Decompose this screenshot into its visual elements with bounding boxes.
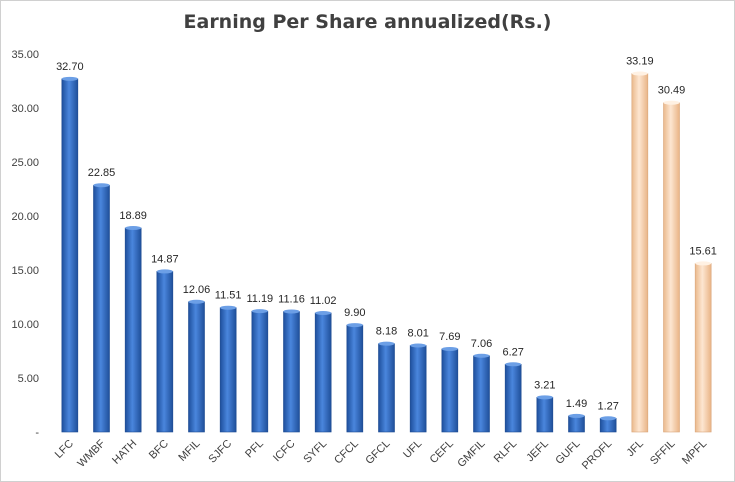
data-label: 8.01 [407, 327, 428, 339]
bar-cap [188, 299, 205, 304]
x-tick-label: BFC [147, 438, 171, 462]
x-tick-label: HATH [110, 438, 139, 467]
x-tick-label: CFCL [332, 438, 361, 467]
y-tick-label: 10.00 [11, 319, 39, 331]
data-label: 7.06 [471, 338, 492, 350]
data-label: 9.90 [344, 307, 365, 319]
y-tick-label: 30.00 [11, 103, 39, 115]
bar-cap [346, 323, 363, 328]
bar [251, 310, 269, 433]
bar [473, 355, 490, 433]
data-label: 22.85 [88, 167, 116, 179]
bar-cap [600, 416, 617, 421]
x-tick-label: LFC [53, 438, 76, 461]
x-tick-label: ICFC [271, 438, 298, 465]
x-tick-label: GFCL [363, 438, 392, 467]
y-tick-label: 5.00 [18, 373, 39, 385]
bar [124, 227, 142, 433]
data-label: 3.21 [534, 379, 555, 391]
data-label: 15.61 [689, 245, 717, 257]
bar [568, 415, 585, 433]
bar [283, 311, 300, 433]
data-label: 32.70 [56, 61, 84, 73]
bar-cap [220, 305, 237, 310]
x-tick-label: RLFL [492, 438, 520, 466]
bar-cap [505, 362, 522, 367]
x-tick-label: UFL [401, 438, 424, 461]
data-label: 11.19 [246, 293, 273, 305]
data-label: 1.27 [597, 400, 618, 412]
bar-cap [283, 309, 300, 314]
data-label: 11.51 [215, 290, 242, 302]
y-tick-label: 20.00 [11, 211, 39, 223]
bar-cap [695, 261, 712, 266]
data-label: 18.89 [119, 210, 147, 222]
x-tick-label: GMFIL [455, 438, 487, 470]
bar [378, 343, 395, 433]
y-tick-label: 35.00 [11, 49, 39, 61]
bar-cap [93, 183, 110, 188]
bar [409, 345, 427, 433]
data-label: 30.49 [658, 85, 686, 97]
data-label: 14.87 [151, 253, 179, 265]
data-label: 7.69 [439, 331, 460, 343]
x-tick-label: JEFL [524, 438, 551, 465]
bar-cap [631, 71, 648, 76]
bar-cap [663, 100, 680, 105]
bar [93, 184, 110, 433]
bar-cap [156, 269, 173, 274]
x-tick-label: WMBF [75, 437, 107, 469]
x-tick-label: SFFIL [648, 438, 678, 468]
bar [156, 271, 174, 433]
data-label: 8.18 [376, 326, 397, 338]
bar [663, 102, 680, 433]
x-tick-label: MPFL [680, 438, 709, 467]
y-tick-label: 15.00 [11, 265, 39, 277]
x-tick-label: CEFL [428, 438, 456, 466]
bar [314, 312, 332, 433]
chart-title: Earning Per Share annualized(Rs.) [183, 11, 552, 33]
data-labels: 32.70 22.85 18.89 14.87 12.06 11.51 11.19 11.16… [56, 56, 717, 413]
bar [536, 397, 554, 433]
bar [219, 307, 237, 433]
data-label: 33.19 [626, 56, 654, 68]
bar-cap [441, 346, 458, 351]
bar-cap [315, 310, 332, 315]
data-label: 12.06 [183, 284, 211, 296]
bar-cap [125, 225, 142, 230]
bar [631, 73, 649, 433]
bar-cap [473, 353, 490, 358]
y-tick-label: 25.00 [11, 157, 39, 169]
bar [694, 263, 712, 433]
data-label: 11.16 [278, 293, 305, 305]
bar-cap [536, 395, 553, 400]
data-label: 11.02 [310, 295, 337, 307]
x-tick-label: GUFL [553, 438, 582, 467]
bar [61, 78, 79, 433]
y-axis: - 5.00 10.00 15.00 20.00 25.00 30.00 35.00 [11, 49, 39, 439]
data-label: 1.49 [566, 398, 587, 410]
x-tick-label: PFL [243, 438, 266, 461]
bar [441, 348, 459, 433]
bar [504, 363, 522, 433]
bar [599, 417, 617, 433]
bar-cap [410, 343, 427, 348]
bar-cap [568, 413, 585, 418]
bar [188, 301, 205, 433]
x-tick-label: SYFL [301, 438, 329, 466]
x-tick-label: JFL [624, 438, 645, 459]
x-tick-label: SJFC [206, 438, 234, 466]
bar-cap [378, 341, 395, 346]
x-tick-label: MFIL [176, 438, 202, 464]
bars [61, 71, 712, 433]
x-tick-label: PROFL [580, 438, 614, 472]
bar [346, 324, 364, 433]
x-axis: LFC WMBF HATH BFC MFIL SJFC PFL ICFC SYFL CFCL GFC… [53, 437, 710, 472]
bar-cap [251, 309, 268, 314]
bar-cap [61, 76, 78, 81]
data-label: 6.27 [502, 346, 523, 358]
y-tick-label: - [35, 427, 39, 439]
